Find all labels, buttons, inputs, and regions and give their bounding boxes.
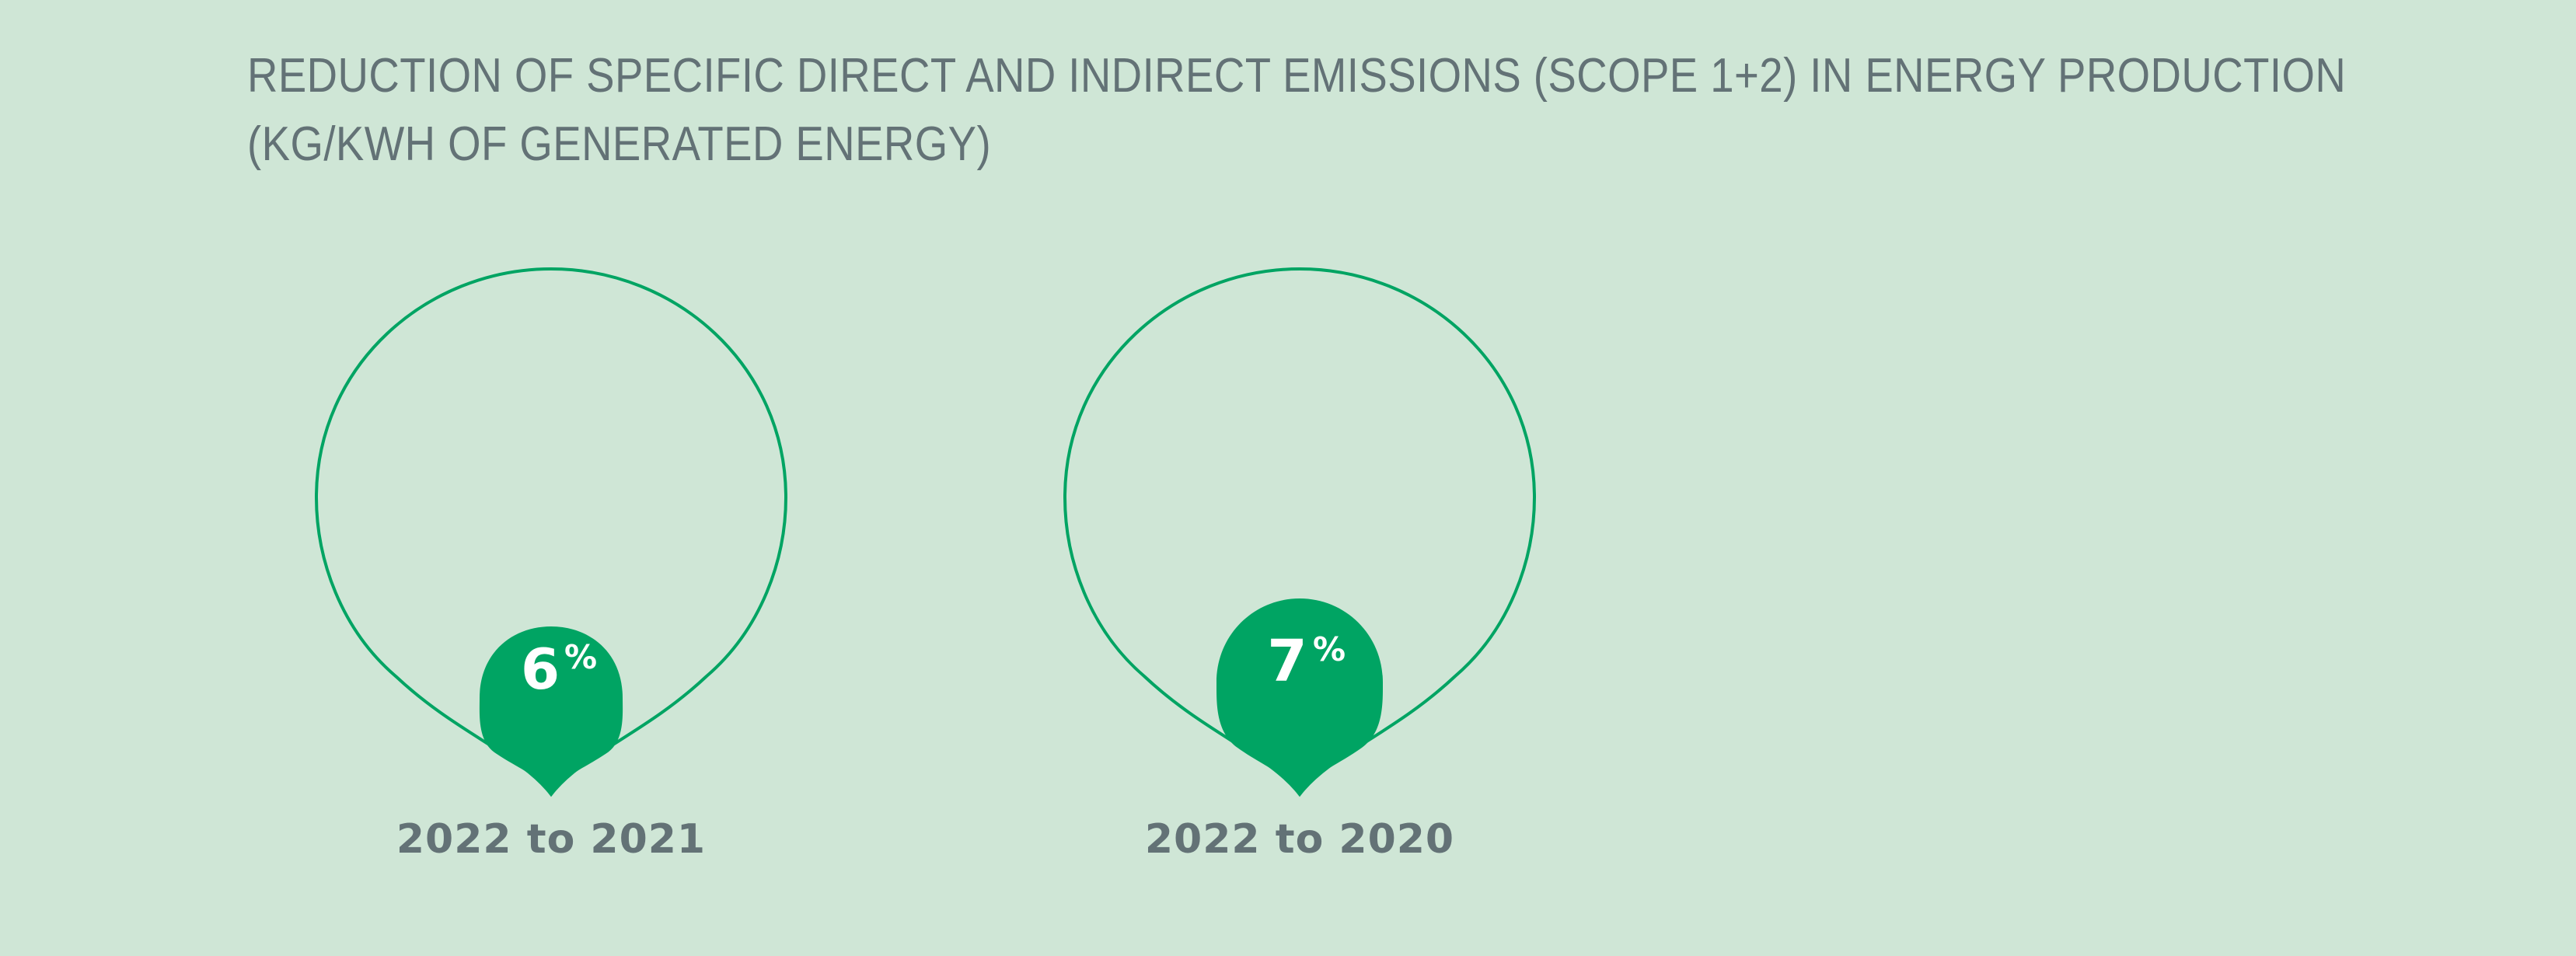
value-pin bbox=[479, 626, 623, 794]
metric-period: 2022 to 2020 bbox=[1144, 816, 1455, 863]
metric-card-1: 6 % 2022 to 2021 bbox=[302, 256, 800, 878]
drop-graphic: 7 % bbox=[1063, 267, 1537, 797]
metric-unit: % bbox=[1313, 630, 1346, 668]
metric-value: 7 bbox=[1267, 628, 1307, 695]
drop-graphic: 6 % bbox=[314, 267, 788, 797]
metric-value: 6 bbox=[521, 637, 560, 702]
metric-unit: % bbox=[564, 638, 597, 676]
chart-title-line-2: (KG/KWH OF GENERATED ENERGY) bbox=[247, 117, 992, 171]
drop-outline bbox=[314, 267, 788, 797]
drop-outline bbox=[1063, 267, 1537, 797]
chart-title: REDUCTION OF SPECIFIC DIRECT AND INDIREC… bbox=[247, 42, 2347, 179]
metric-card-2: 7 % 2022 to 2020 bbox=[1051, 256, 1548, 878]
metric-period: 2022 to 2021 bbox=[396, 816, 707, 863]
chart-title-line-1: REDUCTION OF SPECIFIC DIRECT AND INDIREC… bbox=[247, 49, 2347, 103]
value-pin bbox=[1216, 598, 1384, 794]
